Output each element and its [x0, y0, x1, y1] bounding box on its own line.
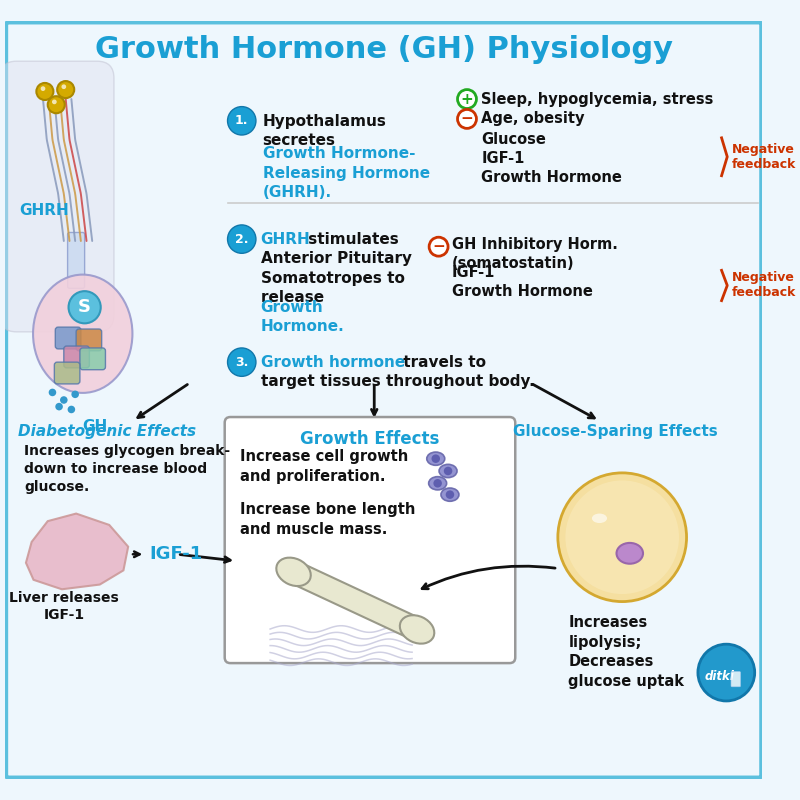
Circle shape [49, 389, 56, 396]
Polygon shape [26, 514, 128, 590]
Text: target tissues throughout body.: target tissues throughout body. [261, 374, 534, 389]
FancyBboxPatch shape [0, 61, 114, 332]
Text: Liver releases
IGF-1: Liver releases IGF-1 [9, 591, 118, 622]
Ellipse shape [592, 514, 607, 523]
Ellipse shape [429, 477, 446, 490]
FancyBboxPatch shape [80, 348, 106, 370]
Text: 3.: 3. [235, 356, 249, 369]
Circle shape [41, 86, 46, 91]
Text: Growth Effects: Growth Effects [300, 430, 439, 448]
Text: +: + [461, 91, 474, 106]
Circle shape [698, 644, 754, 701]
Text: travels to: travels to [398, 354, 486, 370]
Text: Glucose-Sparing Effects: Glucose-Sparing Effects [513, 424, 718, 438]
Circle shape [62, 84, 66, 89]
Circle shape [227, 106, 256, 135]
Circle shape [48, 96, 65, 114]
Text: Age, obesity: Age, obesity [481, 111, 585, 126]
Text: Glucose: Glucose [481, 132, 546, 147]
Text: Negative
feedback: Negative feedback [732, 142, 796, 170]
Text: Growth
Hormone.: Growth Hormone. [261, 300, 345, 334]
Circle shape [558, 473, 686, 602]
Circle shape [67, 406, 75, 414]
Text: Growth Hormone: Growth Hormone [481, 170, 622, 185]
Text: Increase cell growth
and proliferation.: Increase cell growth and proliferation. [240, 450, 408, 484]
Text: Negative
feedback: Negative feedback [732, 271, 796, 299]
Circle shape [458, 110, 477, 128]
Text: Growth Hormone (GH) Physiology: Growth Hormone (GH) Physiology [94, 35, 673, 64]
Text: IGF-1: IGF-1 [452, 265, 495, 280]
Text: Increases glycogen break-
down to increase blood
glucose.: Increases glycogen break- down to increa… [24, 443, 230, 494]
Circle shape [446, 490, 454, 499]
Circle shape [458, 90, 477, 109]
Text: −: − [461, 111, 474, 126]
FancyBboxPatch shape [54, 362, 80, 384]
Circle shape [566, 481, 679, 594]
FancyBboxPatch shape [67, 233, 85, 288]
Text: −: − [432, 239, 445, 254]
Text: S: S [78, 298, 91, 316]
FancyBboxPatch shape [64, 346, 90, 368]
Text: ditki: ditki [705, 670, 734, 683]
Text: Growth Hormone-
Releasing Hormone
(GHRH).: Growth Hormone- Releasing Hormone (GHRH)… [262, 146, 430, 200]
Text: GH.: GH. [82, 419, 114, 434]
Ellipse shape [426, 452, 445, 466]
Text: 1.: 1. [235, 114, 249, 127]
Circle shape [71, 390, 79, 398]
Text: stimulates: stimulates [303, 231, 399, 246]
FancyBboxPatch shape [284, 560, 426, 642]
Circle shape [444, 466, 452, 475]
Text: GH Inhibitory Horm.
(somatostatin): GH Inhibitory Horm. (somatostatin) [452, 238, 618, 271]
Circle shape [52, 99, 57, 104]
Text: Growth hormone: Growth hormone [261, 354, 405, 370]
Circle shape [55, 403, 63, 410]
Text: Diabetogenic Effects: Diabetogenic Effects [18, 424, 197, 438]
Text: Increases
lipolysis;
Decreases
glucose uptak: Increases lipolysis; Decreases glucose u… [568, 615, 684, 690]
Ellipse shape [400, 615, 434, 644]
Circle shape [57, 81, 74, 98]
FancyBboxPatch shape [225, 417, 515, 663]
Text: GHRH: GHRH [261, 231, 310, 246]
Text: GHRH: GHRH [19, 203, 69, 218]
Circle shape [434, 479, 442, 487]
Circle shape [227, 225, 256, 254]
Circle shape [60, 396, 67, 404]
Text: IGF-1: IGF-1 [149, 546, 202, 563]
Text: Hypothalamus
secretes: Hypothalamus secretes [262, 114, 386, 148]
FancyBboxPatch shape [55, 327, 81, 349]
Text: 2.: 2. [235, 233, 249, 246]
Ellipse shape [33, 274, 133, 393]
Circle shape [431, 454, 440, 463]
Ellipse shape [617, 543, 643, 564]
Ellipse shape [441, 488, 459, 502]
Circle shape [429, 238, 448, 256]
Circle shape [69, 291, 101, 323]
FancyBboxPatch shape [76, 329, 102, 350]
Circle shape [227, 348, 256, 376]
Text: Sleep, hypoglycemia, stress: Sleep, hypoglycemia, stress [481, 91, 714, 106]
FancyBboxPatch shape [6, 22, 762, 778]
Text: Growth Hormone: Growth Hormone [452, 284, 593, 298]
Circle shape [36, 83, 54, 100]
FancyBboxPatch shape [731, 672, 741, 686]
Text: Anterior Pituitary
Somatotropes to
release: Anterior Pituitary Somatotropes to relea… [261, 251, 412, 305]
Ellipse shape [276, 558, 310, 586]
Ellipse shape [439, 464, 457, 478]
Text: IGF-1: IGF-1 [481, 151, 525, 166]
Text: Increase bone length
and muscle mass.: Increase bone length and muscle mass. [240, 502, 415, 537]
